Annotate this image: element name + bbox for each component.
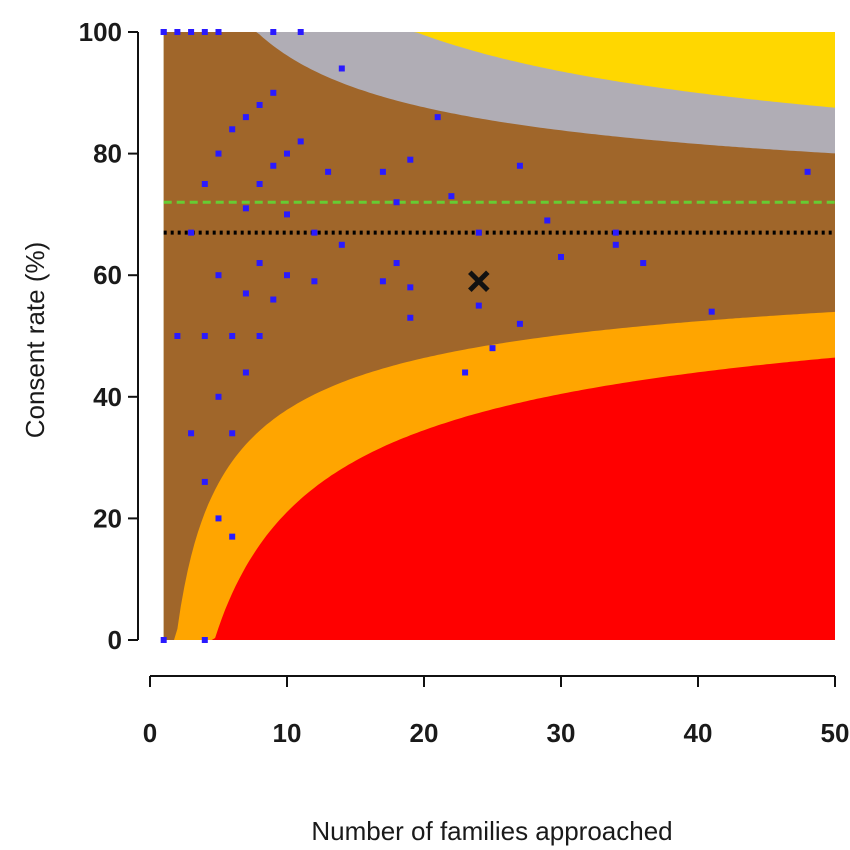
y-tick-label: 80 — [93, 139, 122, 169]
data-points — [160, 29, 811, 643]
data-point — [407, 156, 414, 163]
data-point — [201, 478, 208, 485]
data-point — [188, 29, 195, 35]
data-point — [708, 308, 715, 315]
data-point — [284, 211, 290, 218]
data-point — [475, 302, 482, 309]
highlight-marker-group — [468, 270, 490, 293]
data-point — [201, 29, 208, 35]
data-point — [256, 260, 263, 267]
data-point — [284, 272, 290, 279]
data-point — [188, 229, 195, 236]
data-point — [311, 278, 318, 285]
data-point — [160, 29, 167, 35]
data-point — [201, 637, 208, 643]
data-point — [516, 162, 523, 169]
data-point — [407, 284, 414, 291]
data-point — [325, 168, 332, 175]
data-point — [215, 29, 222, 35]
x-tick-label: 30 — [547, 718, 576, 748]
data-point — [804, 168, 811, 175]
data-point — [558, 253, 564, 260]
data-point — [270, 89, 277, 96]
y-tick-label: 40 — [93, 382, 122, 412]
data-point — [338, 241, 345, 248]
data-point — [270, 29, 277, 35]
x-axis-title: Number of families approached — [311, 816, 672, 846]
y-tick-label: 20 — [93, 503, 122, 533]
data-point — [215, 150, 222, 157]
reference-lines — [163, 200, 835, 235]
data-point — [242, 114, 249, 121]
data-point — [215, 272, 222, 279]
data-point — [544, 217, 551, 224]
axes: 0 20 40 60 80 100 0 10 20 30 40 50 — [79, 17, 850, 748]
data-point — [379, 278, 386, 285]
data-point — [284, 150, 290, 157]
data-point — [612, 241, 619, 248]
data-point — [215, 515, 222, 522]
data-point — [229, 430, 236, 437]
data-point — [242, 205, 249, 212]
band-below-outer — [163, 357, 835, 640]
data-point — [256, 333, 263, 339]
data-point — [475, 229, 482, 236]
y-tick-label: 100 — [79, 17, 122, 47]
data-point — [338, 65, 345, 72]
x-tick-label: 0 — [143, 718, 157, 748]
y-axis-title: Consent rate (%) — [20, 242, 50, 439]
data-point — [242, 290, 249, 297]
data-point — [229, 533, 236, 540]
data-point — [640, 260, 647, 267]
data-point — [489, 345, 496, 352]
data-point — [297, 29, 304, 35]
data-point — [612, 229, 619, 236]
data-point — [229, 126, 236, 133]
funnel-bands — [163, 32, 835, 640]
data-point — [229, 333, 236, 339]
data-point — [256, 181, 263, 187]
data-point — [393, 260, 400, 267]
data-point — [256, 101, 263, 108]
data-point — [297, 138, 304, 145]
y-tick-label: 0 — [108, 625, 122, 655]
data-point — [393, 199, 400, 206]
x-tick-label: 10 — [273, 718, 302, 748]
data-point — [174, 333, 181, 339]
y-tick-label: 60 — [93, 260, 122, 290]
data-point — [448, 193, 455, 200]
data-point — [201, 333, 208, 339]
x-tick-label: 40 — [684, 718, 713, 748]
data-point — [188, 430, 195, 437]
data-point — [407, 314, 414, 321]
data-point — [379, 168, 386, 175]
data-point — [174, 29, 181, 35]
data-point — [311, 229, 318, 236]
data-point — [434, 114, 441, 121]
data-point — [270, 296, 277, 303]
data-point — [242, 369, 249, 376]
data-point — [160, 637, 167, 643]
data-point — [516, 320, 523, 327]
x-tick-label: 20 — [410, 718, 439, 748]
highlight-marker-stroke — [468, 270, 490, 293]
data-point — [462, 369, 469, 376]
data-point — [215, 393, 222, 400]
data-point — [201, 181, 208, 187]
data-point — [270, 162, 277, 169]
x-tick-label: 50 — [821, 718, 850, 748]
